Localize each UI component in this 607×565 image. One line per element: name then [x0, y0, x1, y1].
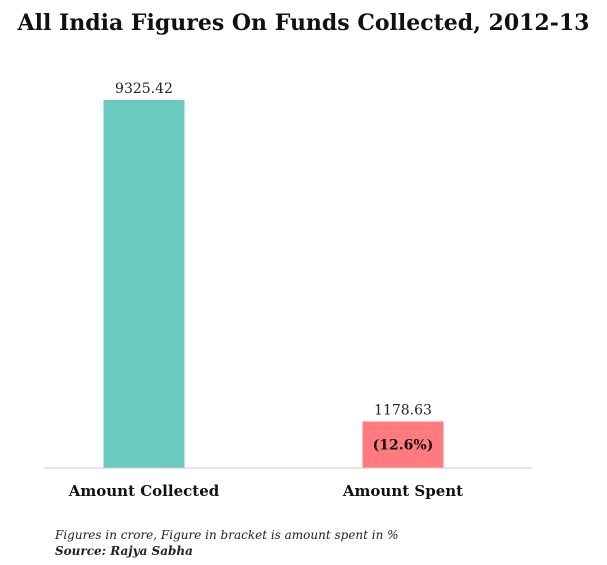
category-label-amount-collected: Amount Collected — [68, 482, 220, 500]
bars-group — [103, 100, 444, 468]
bar-annotation-amount-spent: (12.6%) — [373, 438, 434, 454]
chart-footnote: Figures in crore, Figure in bracket is a… — [55, 527, 399, 559]
labels-group: 9325.42 Amount Collected 1178.63 (12.6%) Amo… — [68, 81, 463, 500]
bar-chart: 9325.42 Amount Collected 1178.63 (12.6%) Amo… — [44, 81, 532, 500]
value-label-amount-collected: 9325.42 — [115, 81, 173, 97]
footnote-source: Source: Rajya Sabha — [55, 544, 193, 558]
chart-title: All India Figures On Funds Collected, 20… — [17, 10, 590, 36]
bar-amount-spent — [362, 421, 444, 468]
value-label-amount-spent: 1178.63 — [374, 402, 432, 418]
bar-amount-collected — [103, 100, 185, 468]
category-label-amount-spent: Amount Spent — [342, 482, 463, 500]
footnote-note: Figures in crore, Figure in bracket is a… — [55, 528, 399, 542]
